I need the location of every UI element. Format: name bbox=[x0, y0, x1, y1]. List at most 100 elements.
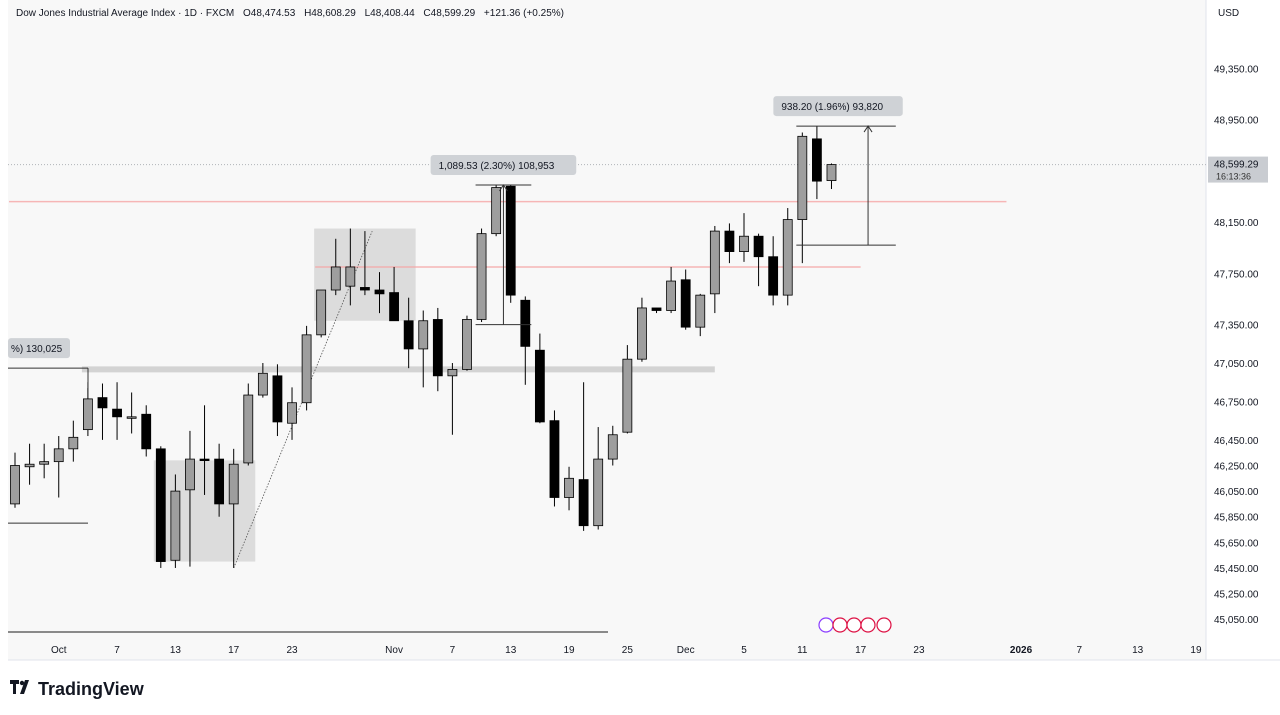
candle-body bbox=[155, 448, 166, 562]
symbol-title[interactable]: Dow Jones Industrial Average Index · 1D … bbox=[16, 8, 235, 19]
x-tick-label: 19 bbox=[1190, 645, 1202, 656]
candle-body bbox=[607, 434, 618, 460]
y-tick-label: 46,750.00 bbox=[1214, 397, 1259, 408]
x-tick-label: 13 bbox=[1132, 645, 1144, 656]
candle-body bbox=[97, 397, 108, 409]
candle-body bbox=[83, 398, 93, 431]
candle-body bbox=[797, 135, 808, 220]
candle-body bbox=[316, 289, 327, 336]
x-tick-label: 19 bbox=[563, 645, 575, 656]
x-tick-label: Dec bbox=[677, 645, 695, 656]
close-value: C48,599.29 bbox=[423, 8, 476, 19]
candle-body bbox=[10, 465, 20, 505]
candle-body bbox=[243, 394, 254, 464]
measure-arrow-icon bbox=[863, 125, 873, 133]
candle-body bbox=[578, 479, 589, 527]
x-tick-label: 25 bbox=[622, 645, 634, 656]
x-tick-label: 7 bbox=[1077, 645, 1083, 656]
candle-body bbox=[112, 408, 122, 418]
candle-body bbox=[695, 294, 706, 328]
x-tick-label: 5 bbox=[741, 645, 747, 656]
candle-body bbox=[345, 266, 356, 287]
candle-body bbox=[53, 448, 64, 463]
x-tick-label: 23 bbox=[913, 645, 925, 656]
x-tick-label: 7 bbox=[450, 645, 456, 656]
y-tick-label: 47,350.00 bbox=[1214, 321, 1259, 332]
economic-event-icon bbox=[832, 617, 848, 633]
candle-body bbox=[330, 266, 341, 291]
measure-label-bg bbox=[773, 96, 903, 117]
y-tick-label: 45,850.00 bbox=[1214, 513, 1259, 524]
y-tick-label: 46,050.00 bbox=[1214, 487, 1259, 498]
candle-body bbox=[199, 458, 210, 461]
candle-body bbox=[403, 320, 414, 350]
measure-label-bg bbox=[8, 338, 70, 359]
y-tick-label: 48,150.00 bbox=[1214, 218, 1259, 229]
candle-body bbox=[622, 358, 633, 433]
candle-body bbox=[709, 230, 720, 295]
candle-body bbox=[491, 187, 502, 235]
candle-body bbox=[812, 138, 822, 182]
candle-body bbox=[389, 292, 399, 322]
candle-body bbox=[564, 477, 574, 498]
x-tick-label: Nov bbox=[385, 645, 403, 656]
y-tick-label: 45,050.00 bbox=[1214, 615, 1259, 626]
candle-body bbox=[432, 319, 443, 377]
candle-body bbox=[141, 413, 152, 450]
x-tick-label: 2026 bbox=[1010, 645, 1033, 656]
open-value: O48,474.53 bbox=[243, 8, 296, 19]
y-tick-label: 49,350.00 bbox=[1214, 64, 1259, 75]
candle-body bbox=[476, 233, 487, 320]
y-tick-label: 47,750.00 bbox=[1214, 269, 1259, 280]
candle-body bbox=[549, 420, 560, 498]
candle-body bbox=[287, 402, 297, 424]
candle-body bbox=[301, 334, 312, 404]
y-tick-label: 46,450.00 bbox=[1214, 436, 1259, 447]
candle-body bbox=[782, 219, 793, 296]
candle-body bbox=[126, 416, 137, 419]
candle-body bbox=[826, 164, 837, 181]
y-tick-label: 45,650.00 bbox=[1214, 538, 1259, 549]
measure-label: %) 130,025 bbox=[11, 344, 63, 355]
x-tick-label: 23 bbox=[286, 645, 298, 656]
economic-event-icon bbox=[846, 617, 862, 633]
symbol-header: Dow Jones Industrial Average Index · 1D … bbox=[16, 8, 570, 19]
currency-label[interactable]: USD bbox=[1218, 8, 1240, 19]
candle-body bbox=[170, 490, 181, 561]
candle-body bbox=[418, 320, 429, 350]
candle-body bbox=[214, 458, 225, 505]
candle-body bbox=[257, 372, 268, 396]
candle-body bbox=[374, 289, 385, 295]
y-tick-label: 48,950.00 bbox=[1214, 116, 1259, 127]
candle-body bbox=[360, 287, 370, 291]
candle-body bbox=[739, 235, 749, 252]
candle-body bbox=[666, 280, 676, 311]
candle-body bbox=[39, 461, 50, 465]
y-tick-label: 45,450.00 bbox=[1214, 564, 1259, 575]
candle-body bbox=[228, 463, 239, 505]
change-value: +121.36 (+0.25%) bbox=[483, 8, 564, 19]
candle-body bbox=[68, 436, 79, 450]
tradingview-logo[interactable]: TradingView bbox=[10, 676, 144, 702]
x-tick-label: 7 bbox=[114, 645, 120, 656]
candle-body bbox=[534, 349, 545, 423]
tradingview-logo-icon bbox=[10, 679, 32, 699]
brand-name: TradingView bbox=[38, 678, 144, 699]
candle-body bbox=[768, 256, 779, 296]
measure-arrow-icon bbox=[499, 184, 508, 192]
x-tick-label: 17 bbox=[855, 645, 867, 656]
price-tag-bg bbox=[1208, 156, 1268, 183]
x-tick-label: 13 bbox=[170, 645, 182, 656]
dividend-event-icon bbox=[818, 617, 834, 633]
high-value: H48,608.29 bbox=[304, 8, 356, 19]
x-tick-label: Oct bbox=[51, 645, 67, 656]
price-tag-timer: 16:13:36 bbox=[1216, 172, 1251, 182]
trend-line bbox=[233, 230, 373, 569]
candle-body bbox=[24, 463, 35, 468]
price-tag-value: 48,599.29 bbox=[1214, 160, 1259, 171]
candle-body bbox=[724, 230, 735, 252]
candle-body bbox=[651, 307, 662, 311]
candle-body bbox=[447, 369, 458, 377]
measure-label: 1,089.53 (2.30%) 108,953 bbox=[439, 161, 555, 172]
